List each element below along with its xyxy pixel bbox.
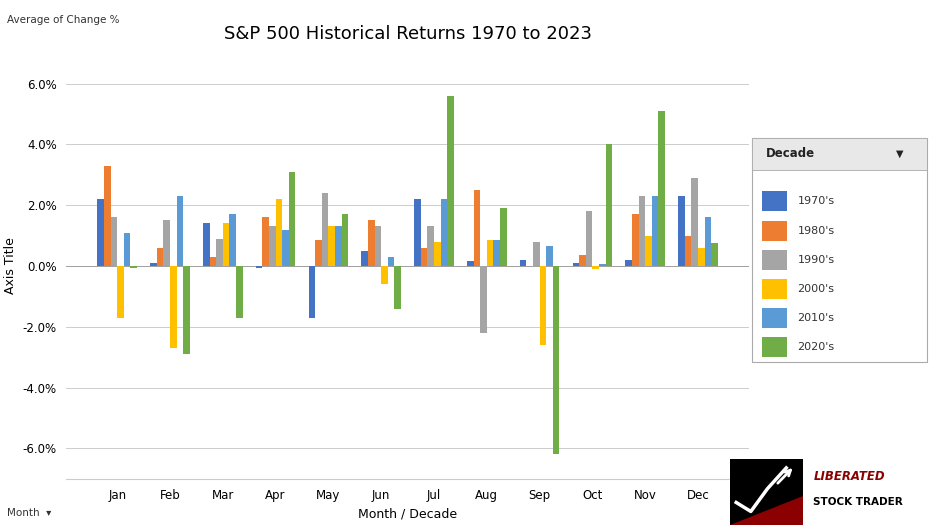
Bar <box>276 199 283 266</box>
Bar <box>316 240 321 266</box>
Title: S&P 500 Historical Returns 1970 to 2023: S&P 500 Historical Returns 1970 to 2023 <box>224 26 592 43</box>
Bar <box>546 246 553 266</box>
Text: ▼: ▼ <box>896 149 903 159</box>
Bar <box>236 266 243 318</box>
Text: 2000's: 2000's <box>797 284 834 294</box>
Bar <box>124 232 131 266</box>
Text: Average of Change %: Average of Change % <box>8 15 119 25</box>
Bar <box>762 337 787 358</box>
Text: 2010's: 2010's <box>797 313 834 323</box>
Bar <box>183 266 190 354</box>
Bar <box>762 250 787 270</box>
Bar <box>229 214 236 266</box>
Bar <box>283 229 289 266</box>
Bar <box>341 214 348 266</box>
Bar <box>309 266 316 318</box>
Bar <box>104 165 111 266</box>
Bar <box>170 266 176 348</box>
Bar <box>441 199 447 266</box>
Bar <box>447 96 454 266</box>
Bar <box>428 227 434 266</box>
Bar <box>494 240 500 266</box>
Bar <box>321 193 328 266</box>
Bar <box>646 236 652 266</box>
Text: Decade: Decade <box>766 147 815 161</box>
Bar <box>704 218 711 266</box>
Bar <box>434 242 441 266</box>
Bar <box>131 266 137 268</box>
Bar <box>361 251 368 266</box>
Bar <box>592 266 599 269</box>
Bar <box>210 257 216 266</box>
Bar <box>639 196 646 266</box>
Bar <box>762 191 787 211</box>
Bar <box>111 218 118 266</box>
Bar <box>374 227 381 266</box>
Bar <box>762 221 787 241</box>
Text: Month  ▾: Month ▾ <box>8 509 52 518</box>
Bar <box>394 266 401 309</box>
Bar <box>388 257 394 266</box>
Bar <box>626 260 632 266</box>
Bar <box>381 266 388 284</box>
Bar <box>539 266 546 345</box>
Bar <box>216 239 223 266</box>
Bar <box>606 144 612 266</box>
Bar <box>118 266 124 318</box>
Bar <box>98 199 104 266</box>
Bar <box>678 196 684 266</box>
Bar <box>223 223 229 266</box>
Bar <box>659 111 665 266</box>
Bar <box>481 266 487 333</box>
Bar <box>730 459 803 525</box>
Bar <box>711 243 718 266</box>
Bar <box>698 248 704 266</box>
Bar <box>156 248 163 266</box>
Bar <box>474 190 481 266</box>
Bar <box>263 218 269 266</box>
Bar <box>652 196 659 266</box>
Bar <box>632 214 639 266</box>
Text: 1980's: 1980's <box>797 226 834 236</box>
Bar <box>533 242 539 266</box>
X-axis label: Month / Decade: Month / Decade <box>358 507 457 520</box>
Text: STOCK TRADER: STOCK TRADER <box>813 497 903 508</box>
Bar <box>368 220 374 266</box>
Bar <box>256 266 263 268</box>
Bar <box>289 172 296 266</box>
Bar <box>762 308 787 328</box>
Bar <box>176 196 183 266</box>
Bar <box>684 236 691 266</box>
Bar <box>467 261 474 266</box>
Text: LIBERATED: LIBERATED <box>813 470 885 484</box>
Bar <box>421 248 428 266</box>
Bar <box>335 227 341 266</box>
Text: 2020's: 2020's <box>797 342 834 352</box>
Bar <box>150 263 156 266</box>
Text: 1990's: 1990's <box>797 255 834 265</box>
Bar <box>752 138 927 170</box>
Y-axis label: Axis Title: Axis Title <box>4 238 17 294</box>
Bar <box>762 279 787 299</box>
FancyBboxPatch shape <box>752 138 927 362</box>
Bar <box>579 255 586 266</box>
Bar <box>520 260 526 266</box>
Bar <box>487 240 494 266</box>
Bar <box>414 199 421 266</box>
Bar <box>691 178 698 266</box>
Bar <box>328 227 335 266</box>
Polygon shape <box>730 496 803 525</box>
Text: 1970's: 1970's <box>797 196 834 206</box>
Bar <box>500 208 506 266</box>
Bar <box>573 263 579 266</box>
Bar <box>599 264 606 266</box>
Bar <box>203 223 210 266</box>
Bar <box>553 266 559 454</box>
Bar <box>163 220 170 266</box>
Bar <box>586 211 592 266</box>
Bar <box>269 227 276 266</box>
